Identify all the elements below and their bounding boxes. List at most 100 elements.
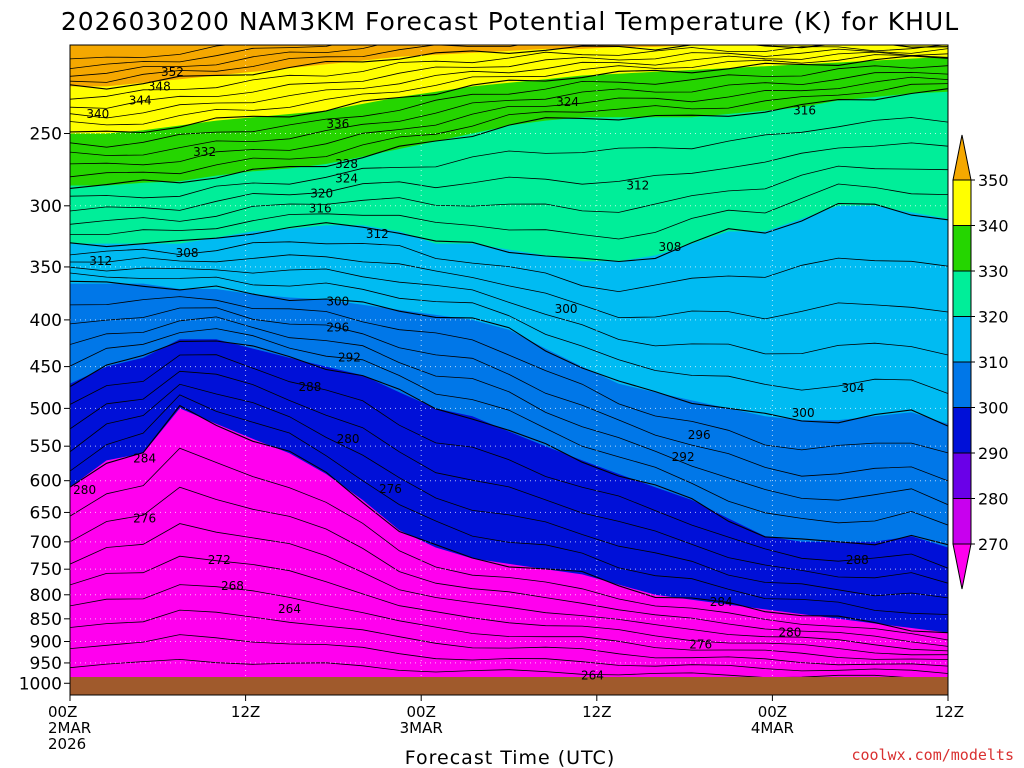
isentrope-line xyxy=(70,254,948,320)
colorbar-segment xyxy=(952,179,972,226)
isentrope-line xyxy=(70,584,948,660)
isentrope-lines xyxy=(70,45,948,681)
y-tick-label: 600 xyxy=(30,472,62,492)
contour-label: 316 xyxy=(793,104,816,118)
contour-label: 352 xyxy=(161,65,184,79)
isentrope-line xyxy=(70,296,948,454)
isentrope-line xyxy=(70,486,948,647)
y-tick-label: 950 xyxy=(30,654,62,674)
colorbar-segment xyxy=(952,452,972,499)
chart-title: 2026030200 NAM3KM Forecast Potential Tem… xyxy=(61,7,959,36)
contour-label: 328 xyxy=(335,157,358,171)
isentrope-line xyxy=(70,165,948,225)
contour-label: 308 xyxy=(659,240,682,254)
contour-label: 276 xyxy=(133,511,156,525)
contour-label: 276 xyxy=(379,482,402,496)
contour-label: 336 xyxy=(326,117,349,131)
colorbar: 350 340 330 320 310 300 290 280 270 xyxy=(952,134,1009,590)
plot-border xyxy=(69,44,949,696)
colorbar-label: 310 xyxy=(978,353,1009,372)
isentrope-line xyxy=(70,45,335,69)
colorbar-top-arrow xyxy=(952,134,972,181)
isentrope-line xyxy=(70,241,948,293)
colorbar-segment xyxy=(952,498,972,545)
contour-label: 316 xyxy=(309,201,332,215)
y-tick-label: 750 xyxy=(30,560,62,580)
isentrope-line xyxy=(70,88,948,189)
isentrope-line xyxy=(70,65,948,148)
colorbar-bottom-arrow xyxy=(952,543,972,590)
isentrope-line xyxy=(70,48,948,109)
isentrope-line xyxy=(70,266,948,356)
contour-label: 264 xyxy=(278,602,301,616)
credit-text: coolwx.com/modelts xyxy=(851,746,1014,764)
isentrope-line xyxy=(70,307,948,482)
colorbar-label: 290 xyxy=(978,444,1009,463)
isentrope-line xyxy=(70,55,948,134)
contour-labels: 3523483443403363323283243203163123123083… xyxy=(73,65,869,682)
plot-area xyxy=(70,45,948,695)
contour-label: 288 xyxy=(299,380,322,394)
grid-lines xyxy=(70,45,948,695)
isentrope-line xyxy=(70,83,948,178)
y-tick-label: 550 xyxy=(30,437,62,457)
x-axis-title: Forecast Time (UTC) xyxy=(405,747,615,768)
isentrope-line xyxy=(70,142,948,212)
isentrope-line xyxy=(70,45,521,83)
isentrope-line xyxy=(70,394,948,615)
isentrope-line xyxy=(70,280,948,427)
contour-label: 304 xyxy=(841,381,864,395)
isentrope-line xyxy=(70,51,948,119)
isentrope-line xyxy=(70,316,948,506)
y-tick-label: 650 xyxy=(30,503,62,523)
contour-label: 292 xyxy=(338,351,361,365)
x-tick-label: 00Z xyxy=(758,703,787,721)
isentrope-line xyxy=(70,404,948,634)
isentrope-line xyxy=(70,272,948,394)
isentrope-line xyxy=(70,340,948,546)
colorbar-label: 300 xyxy=(978,399,1009,418)
colorbar-label: 280 xyxy=(978,490,1009,509)
x-tick-label: 12Z xyxy=(231,703,260,721)
isentrope-line xyxy=(70,634,948,674)
isentrope-line xyxy=(70,71,948,156)
colorbar-label: 340 xyxy=(978,217,1009,236)
isentrope-line xyxy=(70,45,231,60)
y-tick-label: 900 xyxy=(30,632,62,652)
isentrope-line xyxy=(70,328,948,526)
colorbar-label: 350 xyxy=(978,171,1009,190)
colorbar-segment xyxy=(952,407,972,454)
x-tick-label: 12Z xyxy=(935,703,964,721)
y-tick-label: 450 xyxy=(30,358,62,378)
colorbar-segment xyxy=(952,361,972,408)
colorbar-segment xyxy=(952,270,972,317)
isentrope-line xyxy=(70,383,948,599)
x-tick-label: 3MAR xyxy=(400,719,443,737)
contour-label: 292 xyxy=(672,450,695,464)
contour-label: 276 xyxy=(689,638,712,652)
contour-label: 340 xyxy=(86,107,109,121)
y-tick-label: 700 xyxy=(30,533,62,553)
y-tick-label: 400 xyxy=(30,311,62,331)
contour-label: 284 xyxy=(133,451,156,465)
y-tick-label: 500 xyxy=(30,399,62,419)
contour-label: 284 xyxy=(710,595,733,609)
contour-label: 264 xyxy=(581,668,604,682)
isentrope-line xyxy=(70,447,948,641)
y-tick-label: 350 xyxy=(30,258,62,278)
y-axis: 2503003504004505005506006507007508008509… xyxy=(19,124,70,694)
colorbar-label: 270 xyxy=(978,535,1009,554)
contour-label: 308 xyxy=(176,246,199,260)
colorbar-segment xyxy=(952,316,972,363)
y-tick-label: 850 xyxy=(30,610,62,630)
contour-label: 348 xyxy=(148,79,171,93)
colorbar-segment xyxy=(952,225,972,272)
isentrope-line xyxy=(70,523,948,652)
isentrope-line xyxy=(70,202,948,263)
terrain-ground xyxy=(70,677,948,695)
filled-contours xyxy=(70,45,948,695)
contour-label: 268 xyxy=(221,579,244,593)
contour-label: 288 xyxy=(846,553,869,567)
